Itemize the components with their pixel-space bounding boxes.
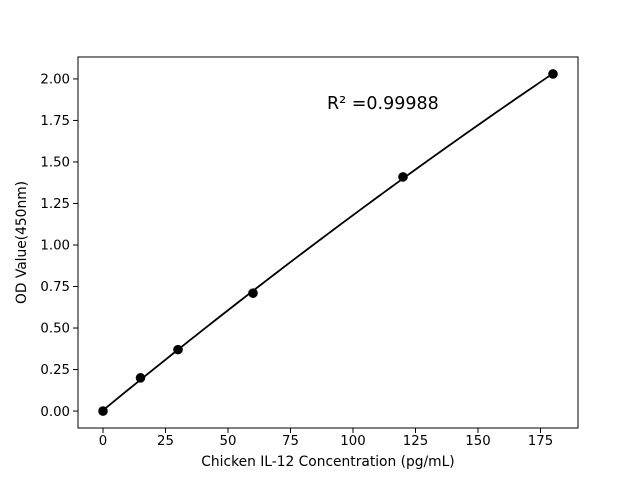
y-axis-label: OD Value(450nm) — [14, 181, 30, 304]
x-tick-label: 25 — [157, 434, 174, 449]
axes-spines — [77, 56, 579, 429]
y-tick-label: 2.00 — [40, 73, 70, 88]
data-point — [173, 344, 183, 355]
x-tick-label: 150 — [465, 434, 490, 449]
y-tick-label: 0.00 — [40, 405, 70, 420]
r-squared-annotation: R² =0.99988 — [327, 94, 439, 114]
x-tick-label: 75 — [282, 434, 299, 449]
fit-line — [102, 72, 554, 411]
data-point — [398, 172, 408, 182]
x-axis-label: Chicken IL-12 Concentration (pg/mL) — [201, 454, 454, 470]
x-tick-label: 0 — [99, 434, 107, 449]
y-tick-label: 0.50 — [40, 322, 70, 337]
y-tick-label: 1.00 — [40, 239, 70, 254]
y-tick-label: 1.75 — [40, 114, 70, 129]
data-point — [98, 406, 108, 416]
x-tick-label: 175 — [528, 434, 553, 449]
y-tick-label: 0.75 — [40, 280, 70, 295]
y-tick-label: 0.25 — [40, 363, 70, 378]
x-tick-label: 100 — [340, 434, 365, 449]
x-tick-label: 50 — [220, 434, 237, 449]
data-point — [135, 373, 146, 383]
y-tick-label: 1.25 — [40, 197, 70, 212]
y-tick-label: 1.50 — [40, 156, 70, 171]
x-tick-label: 125 — [403, 434, 428, 449]
data-point — [248, 288, 258, 298]
data-point — [548, 69, 558, 79]
